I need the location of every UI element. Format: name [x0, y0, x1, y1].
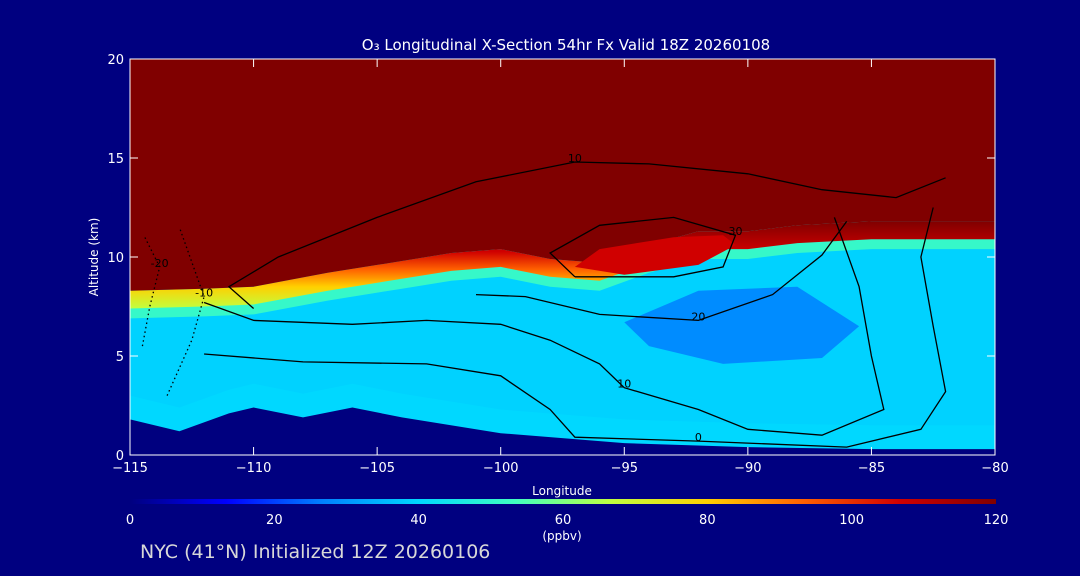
- y-axis-label: Altitude (km): [87, 218, 101, 297]
- x-tick-label: −105: [359, 461, 395, 476]
- wind-contour-label: 10: [617, 378, 631, 391]
- wind-contour-label: 20: [691, 310, 705, 323]
- colorbar-ticks: 0 20 40 60 80 100 120: [126, 513, 1009, 528]
- ozone-field: [130, 59, 995, 455]
- colorbar-tick-label: 40: [410, 513, 427, 528]
- stratospheric-intrusion: [574, 235, 736, 275]
- chart-title: O₃ Longitudinal X-Section 54hr Fx Valid …: [362, 36, 770, 54]
- x-tick-label: −100: [483, 461, 519, 476]
- wind-contour-label: 0: [695, 431, 702, 444]
- x-tick-label: −80: [981, 461, 1008, 476]
- terrain: [130, 407, 995, 455]
- wind-contour-line: [475, 221, 848, 322]
- colorbar-tick-label: 120: [984, 513, 1009, 528]
- x-axis-label: Longitude: [532, 484, 592, 498]
- colorbar-tick-label: 100: [839, 513, 864, 528]
- x-tick-label: −95: [611, 461, 638, 476]
- y-tick-label: 20: [107, 53, 124, 68]
- colorbar: [130, 499, 996, 504]
- y-tick-label: 5: [116, 350, 124, 365]
- wind-contour-line: [203, 217, 885, 436]
- colorbar-tick-label: 0: [126, 513, 134, 528]
- x-axis: −115 −110 −105 −100 −95 −90 −85 −80: [112, 59, 1009, 476]
- wind-contours: 10 30 20 10 0 -20 -10: [141, 152, 947, 448]
- x-tick-label: −90: [734, 461, 761, 476]
- y-axis: 0 5 10 15 20: [107, 53, 995, 464]
- colorbar-tick-label: 60: [555, 513, 572, 528]
- wind-contour-line: [227, 161, 946, 309]
- y-tick-label: 10: [107, 251, 124, 266]
- y-tick-label: 15: [107, 152, 124, 167]
- x-tick-label: −85: [858, 461, 885, 476]
- x-tick-label: −110: [236, 461, 272, 476]
- plot-area: 10 30 20 10 0 -20 -10: [130, 59, 995, 455]
- y-tick-label: 0: [116, 449, 124, 464]
- wind-contour-label: 30: [729, 225, 743, 238]
- low-ozone-pocket: [624, 286, 860, 364]
- wind-contour-label: -20: [151, 257, 169, 270]
- wind-contour-line: [549, 216, 737, 278]
- x-tick-label: −115: [112, 461, 148, 476]
- colorbar-tick-label: 20: [266, 513, 283, 528]
- wind-contour-line: [204, 207, 947, 448]
- wind-contour-label: 10: [568, 152, 582, 165]
- wind-contour-label: -10: [195, 287, 213, 300]
- stratosphere-region: [130, 59, 995, 291]
- colorbar-tick-label: 80: [699, 513, 716, 528]
- colorbar-units: (ppbv): [542, 529, 581, 543]
- initialization-caption: NYC (41°N) Initialized 12Z 20260106: [140, 541, 491, 563]
